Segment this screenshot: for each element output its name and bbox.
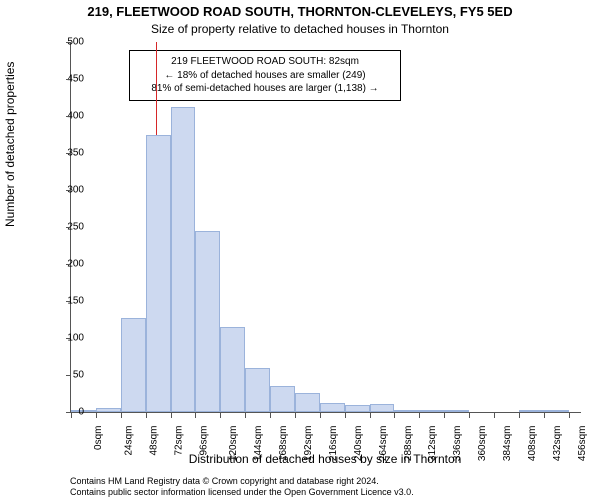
y-tick-mark	[66, 190, 70, 191]
y-tick-label: 0	[44, 407, 84, 418]
x-tick-mark	[171, 413, 172, 418]
footer-line-1: Contains HM Land Registry data © Crown c…	[70, 476, 588, 487]
x-tick-label: 264sqm	[378, 426, 389, 462]
y-tick-label: 150	[44, 296, 84, 307]
y-tick-label: 200	[44, 259, 84, 270]
x-tick-mark	[370, 413, 371, 418]
x-tick-mark	[469, 413, 470, 418]
y-tick-label: 50	[44, 370, 84, 381]
x-tick-mark	[394, 413, 395, 418]
y-tick-label: 300	[44, 185, 84, 196]
x-tick-mark	[146, 413, 147, 418]
y-tick-mark	[66, 301, 70, 302]
x-tick-mark	[270, 413, 271, 418]
x-tick-label: 312sqm	[427, 426, 438, 462]
x-tick-mark	[345, 413, 346, 418]
x-tick-label: 216sqm	[328, 426, 339, 462]
histogram-bar	[195, 231, 220, 412]
x-tick-mark	[519, 413, 520, 418]
y-tick-mark	[66, 116, 70, 117]
y-axis-label: Number of detached properties	[3, 62, 17, 227]
x-tick-label: 24sqm	[123, 426, 134, 456]
x-tick-label: 144sqm	[253, 426, 264, 462]
y-tick-label: 250	[44, 222, 84, 233]
y-tick-mark	[66, 264, 70, 265]
chart-container: 219, FLEETWOOD ROAD SOUTH, THORNTON-CLEV…	[0, 0, 600, 500]
x-tick-mark	[494, 413, 495, 418]
histogram-bar	[394, 410, 419, 412]
histogram-bar	[270, 386, 295, 412]
x-tick-label: 72sqm	[173, 426, 184, 456]
y-tick-label: 350	[44, 148, 84, 159]
x-tick-mark	[569, 413, 570, 418]
plot-area: 219 FLEETWOOD ROAD SOUTH: 82sqm← 18% of …	[70, 42, 581, 413]
x-tick-label: 288sqm	[403, 426, 414, 462]
y-tick-label: 100	[44, 333, 84, 344]
footer-attribution: Contains HM Land Registry data © Crown c…	[70, 476, 588, 498]
x-tick-label: 48sqm	[148, 426, 159, 456]
y-tick-mark	[66, 338, 70, 339]
x-tick-mark	[320, 413, 321, 418]
chart-subtitle: Size of property relative to detached ho…	[0, 22, 600, 36]
x-tick-label: 456sqm	[577, 426, 588, 462]
footer-line-2: Contains public sector information licen…	[70, 487, 588, 498]
histogram-bar	[171, 107, 196, 412]
histogram-bar	[96, 408, 121, 412]
x-tick-label: 360sqm	[477, 426, 488, 462]
x-tick-mark	[245, 413, 246, 418]
y-tick-mark	[66, 79, 70, 80]
x-tick-mark	[444, 413, 445, 418]
x-tick-label: 0sqm	[93, 426, 104, 450]
x-tick-label: 120sqm	[228, 426, 239, 462]
x-tick-mark	[121, 413, 122, 418]
histogram-bar	[220, 327, 245, 412]
x-tick-label: 336sqm	[452, 426, 463, 462]
annotation-line: 81% of semi-detached houses are larger (…	[138, 82, 392, 96]
x-tick-mark	[544, 413, 545, 418]
histogram-bar	[519, 410, 544, 412]
y-tick-mark	[66, 227, 70, 228]
x-tick-mark	[419, 413, 420, 418]
x-tick-label: 384sqm	[502, 426, 513, 462]
histogram-bar	[544, 410, 569, 412]
histogram-bar	[146, 135, 171, 412]
annotation-line: 219 FLEETWOOD ROAD SOUTH: 82sqm	[138, 55, 392, 69]
histogram-bar	[245, 368, 270, 412]
histogram-bar	[444, 410, 469, 412]
histogram-bar	[295, 393, 320, 412]
x-tick-mark	[220, 413, 221, 418]
x-tick-mark	[295, 413, 296, 418]
histogram-bar	[320, 403, 345, 412]
y-tick-label: 400	[44, 111, 84, 122]
x-tick-label: 432sqm	[552, 426, 563, 462]
y-tick-label: 500	[44, 37, 84, 48]
x-tick-label: 168sqm	[278, 426, 289, 462]
x-tick-label: 96sqm	[198, 426, 209, 456]
x-tick-label: 192sqm	[303, 426, 314, 462]
annotation-box: 219 FLEETWOOD ROAD SOUTH: 82sqm← 18% of …	[129, 50, 401, 101]
x-tick-label: 408sqm	[527, 426, 538, 462]
histogram-bar	[419, 410, 444, 412]
x-tick-mark	[195, 413, 196, 418]
x-tick-label: 240sqm	[353, 426, 364, 462]
histogram-bar	[345, 405, 370, 412]
chart-title: 219, FLEETWOOD ROAD SOUTH, THORNTON-CLEV…	[0, 4, 600, 19]
y-tick-mark	[66, 153, 70, 154]
y-tick-label: 450	[44, 74, 84, 85]
histogram-bar	[370, 404, 395, 412]
x-tick-mark	[96, 413, 97, 418]
histogram-bar	[121, 318, 146, 412]
y-tick-mark	[66, 375, 70, 376]
annotation-line: ← 18% of detached houses are smaller (24…	[138, 69, 392, 83]
y-tick-mark	[66, 42, 70, 43]
y-tick-mark	[66, 412, 70, 413]
